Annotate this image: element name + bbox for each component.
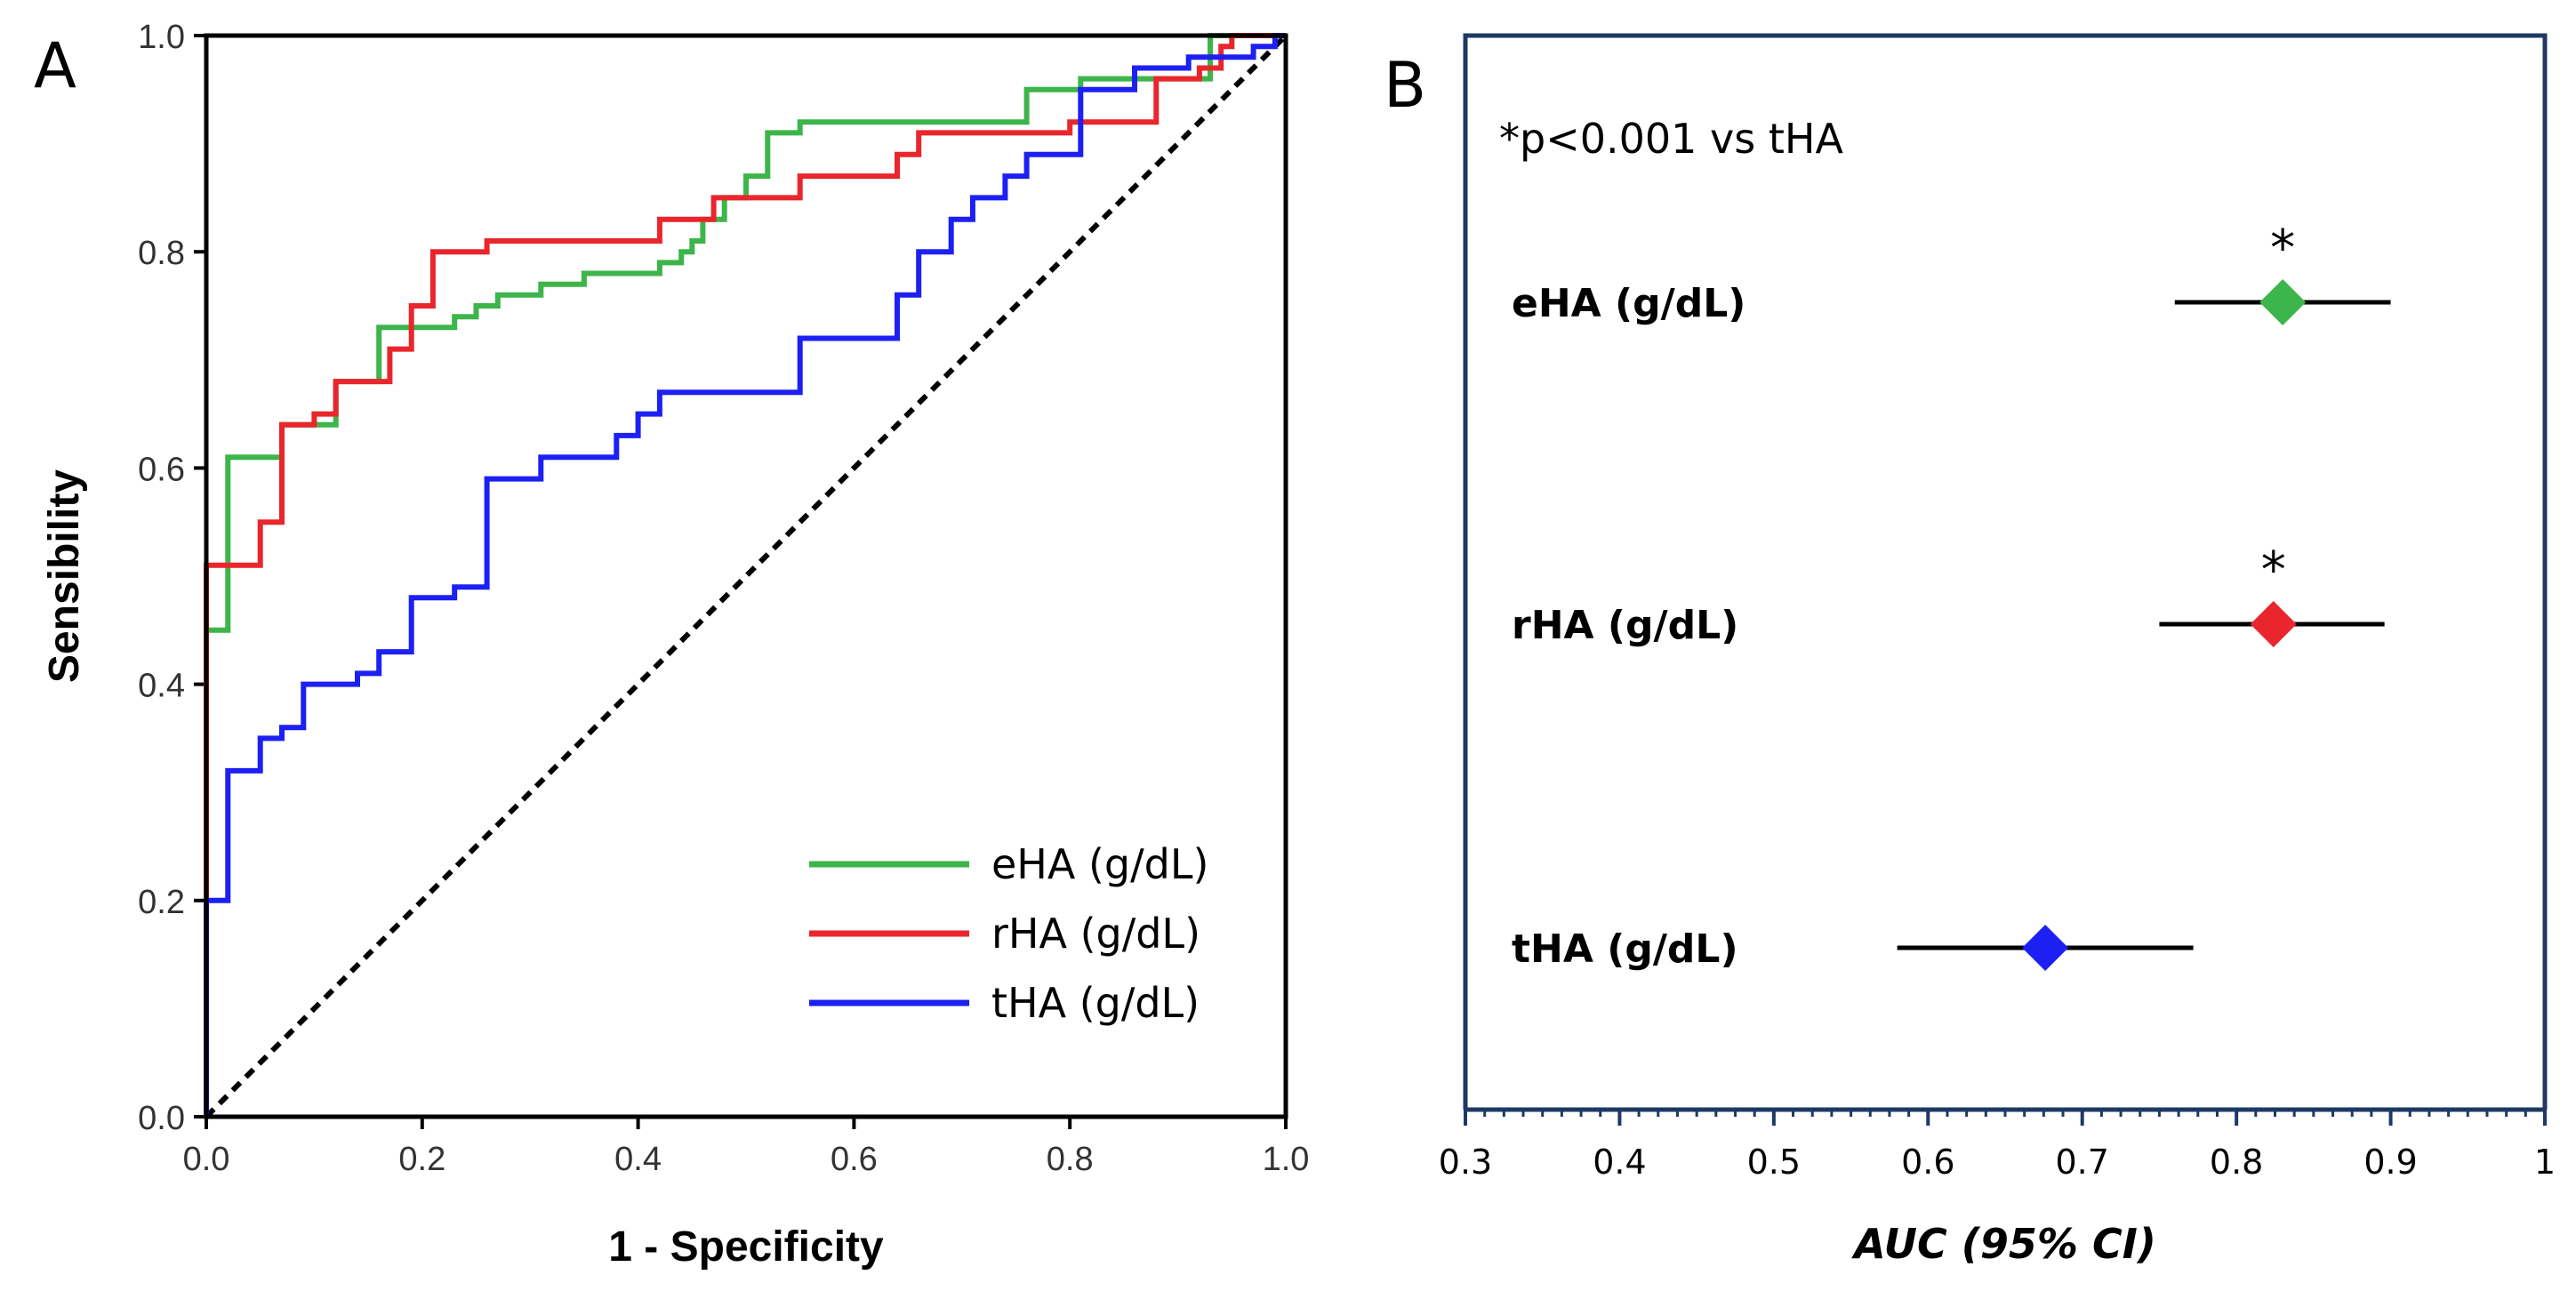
y-tick-label: 0.6 xyxy=(138,451,185,488)
legend-label: eHA (g/dL) xyxy=(991,840,1208,888)
forest-row-rHA: rHA (g/dL) * xyxy=(1512,541,2385,648)
x-tick-label: 1.0 xyxy=(1263,1141,1310,1178)
forest-row-tHA: tHA (g/dL) xyxy=(1512,925,2194,972)
row-label: rHA (g/dL) xyxy=(1512,603,1738,648)
y-tick-label: 0.0 xyxy=(138,1100,185,1137)
forest-row-eHA: eHA (g/dL) * xyxy=(1512,220,2391,326)
x-tick-label: 0.6 xyxy=(831,1141,878,1178)
auc-point xyxy=(2022,925,2069,971)
significance-marker: * xyxy=(2261,541,2286,599)
panel-a-roc-curves xyxy=(204,33,1286,1117)
x-tick-label: 0.8 xyxy=(2210,1143,2263,1182)
panel-b-plot-frame xyxy=(1463,33,2548,1110)
row-label: tHA (g/dL) xyxy=(1512,926,1738,972)
auc-point xyxy=(2250,601,2297,647)
x-tick-label: 0.6 xyxy=(1901,1143,1954,1182)
x-tick-label: 0.9 xyxy=(2363,1143,2417,1182)
panel-b-ticks: 0.3 0.4 0.5 0.6 0.7 0.8 0.9 1 xyxy=(1439,1110,2556,1182)
x-tick-label: 0.0 xyxy=(183,1141,230,1178)
x-tick-label: 0.2 xyxy=(398,1141,445,1178)
panel-b: B *p<0.001 vs tHA 0.3 0.4 0.5 0.6 0.7 0.8 0.9 1… xyxy=(1384,33,2556,1268)
y-tick-label: 0.2 xyxy=(138,884,185,921)
panel-b-forest-rows: eHA (g/dL) * rHA (g/dL) * tHA (g/dL) xyxy=(1512,220,2391,972)
x-tick-label: 0.4 xyxy=(614,1141,662,1178)
panel-a-y-axis-label: Sensibility xyxy=(41,469,88,683)
x-tick-label: 1 xyxy=(2534,1143,2556,1182)
panel-b-letter: B xyxy=(1384,49,1426,122)
x-tick-label: 0.5 xyxy=(1747,1143,1801,1182)
y-tick-label: 0.8 xyxy=(138,235,185,272)
panel-a: A 0.0 0.2 0.4 0.6 0.8 1.0 0.0 0.2 0.4 0.6 0.8 1.0 1… xyxy=(34,19,1309,1271)
row-label: eHA (g/dL) xyxy=(1512,281,1745,326)
significance-marker: * xyxy=(2270,220,2295,277)
auc-point xyxy=(2259,279,2307,325)
x-tick-label: 0.7 xyxy=(2055,1143,2108,1182)
x-tick-label: 0.4 xyxy=(1593,1143,1646,1182)
y-tick-label: 0.4 xyxy=(138,668,185,705)
x-tick-label: 0.8 xyxy=(1047,1141,1094,1178)
reference-diagonal xyxy=(204,33,1288,1119)
panel-b-x-axis-label: AUC (95% CI) xyxy=(1851,1220,2156,1268)
x-tick-label: 0.3 xyxy=(1439,1143,1492,1182)
y-tick-label: 1.0 xyxy=(138,19,185,56)
roc-curve-rHA xyxy=(204,33,1286,1117)
legend-label: tHA (g/dL) xyxy=(991,979,1200,1027)
panel-a-tick-labels: 0.0 0.2 0.4 0.6 0.8 1.0 0.0 0.2 0.4 0.6 0.8 1.0 xyxy=(138,19,1309,1178)
panel-a-reference-line xyxy=(204,33,1288,1119)
panel-a-x-axis-label: 1 - Specificity xyxy=(608,1223,884,1271)
panel-a-legend: eHA (g/dL) rHA (g/dL) tHA (g/dL) xyxy=(809,840,1208,1027)
roc-curve-tHA xyxy=(204,33,1286,1117)
legend-label: rHA (g/dL) xyxy=(991,910,1200,958)
panel-a-letter: A xyxy=(34,29,76,102)
panel-b-significance-note: *p<0.001 vs tHA xyxy=(1499,115,1843,163)
panel-a-plot-frame xyxy=(204,33,1288,1119)
